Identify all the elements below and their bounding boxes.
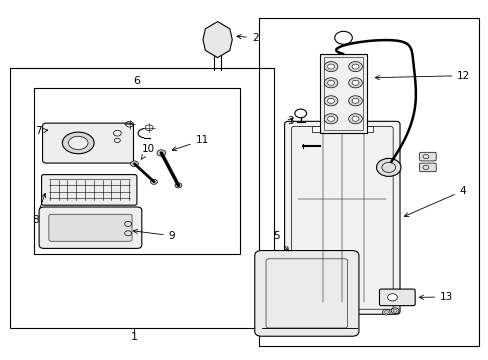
Ellipse shape [62, 132, 94, 154]
Bar [311, 126, 323, 132]
Text: 6: 6 [133, 76, 140, 86]
Text: 10: 10 [141, 144, 155, 159]
Bar [34, 88, 239, 254]
FancyBboxPatch shape [42, 123, 133, 163]
Circle shape [351, 98, 358, 103]
Text: 5: 5 [272, 231, 288, 251]
FancyBboxPatch shape [49, 214, 132, 241]
Circle shape [327, 116, 334, 121]
Text: 7: 7 [35, 126, 48, 136]
Circle shape [324, 62, 337, 72]
FancyBboxPatch shape [284, 121, 399, 314]
Text: 3: 3 [286, 116, 293, 126]
Circle shape [175, 183, 182, 188]
FancyBboxPatch shape [39, 207, 142, 248]
Bar [320, 54, 366, 133]
Circle shape [324, 114, 337, 124]
Text: 1: 1 [131, 332, 138, 342]
Circle shape [348, 96, 362, 106]
Circle shape [130, 161, 138, 167]
Circle shape [324, 78, 337, 88]
Circle shape [351, 116, 358, 121]
Circle shape [376, 158, 400, 176]
Circle shape [157, 150, 165, 156]
FancyBboxPatch shape [419, 152, 435, 161]
Text: 11: 11 [172, 135, 208, 151]
Circle shape [327, 64, 334, 69]
Bar [10, 68, 273, 328]
Circle shape [348, 78, 362, 88]
Text: 9: 9 [133, 229, 175, 241]
Text: 8: 8 [32, 193, 46, 225]
Circle shape [348, 62, 362, 72]
Bar [259, 18, 478, 346]
Circle shape [387, 294, 397, 301]
Bar [360, 126, 372, 132]
Circle shape [327, 80, 334, 85]
Text: 12: 12 [375, 71, 469, 81]
Circle shape [324, 96, 337, 106]
FancyBboxPatch shape [254, 251, 358, 336]
Circle shape [150, 179, 157, 184]
Text: 13: 13 [419, 292, 452, 302]
FancyBboxPatch shape [419, 163, 435, 172]
Ellipse shape [68, 136, 88, 149]
Bar [324, 57, 362, 130]
Text: 2: 2 [237, 33, 258, 43]
Circle shape [351, 64, 358, 69]
Circle shape [327, 98, 334, 103]
FancyBboxPatch shape [379, 289, 414, 306]
Polygon shape [203, 22, 232, 58]
Circle shape [348, 114, 362, 124]
FancyBboxPatch shape [41, 175, 137, 205]
Text: 4: 4 [404, 186, 466, 217]
Circle shape [382, 309, 389, 315]
Circle shape [390, 308, 398, 314]
Circle shape [351, 80, 358, 85]
